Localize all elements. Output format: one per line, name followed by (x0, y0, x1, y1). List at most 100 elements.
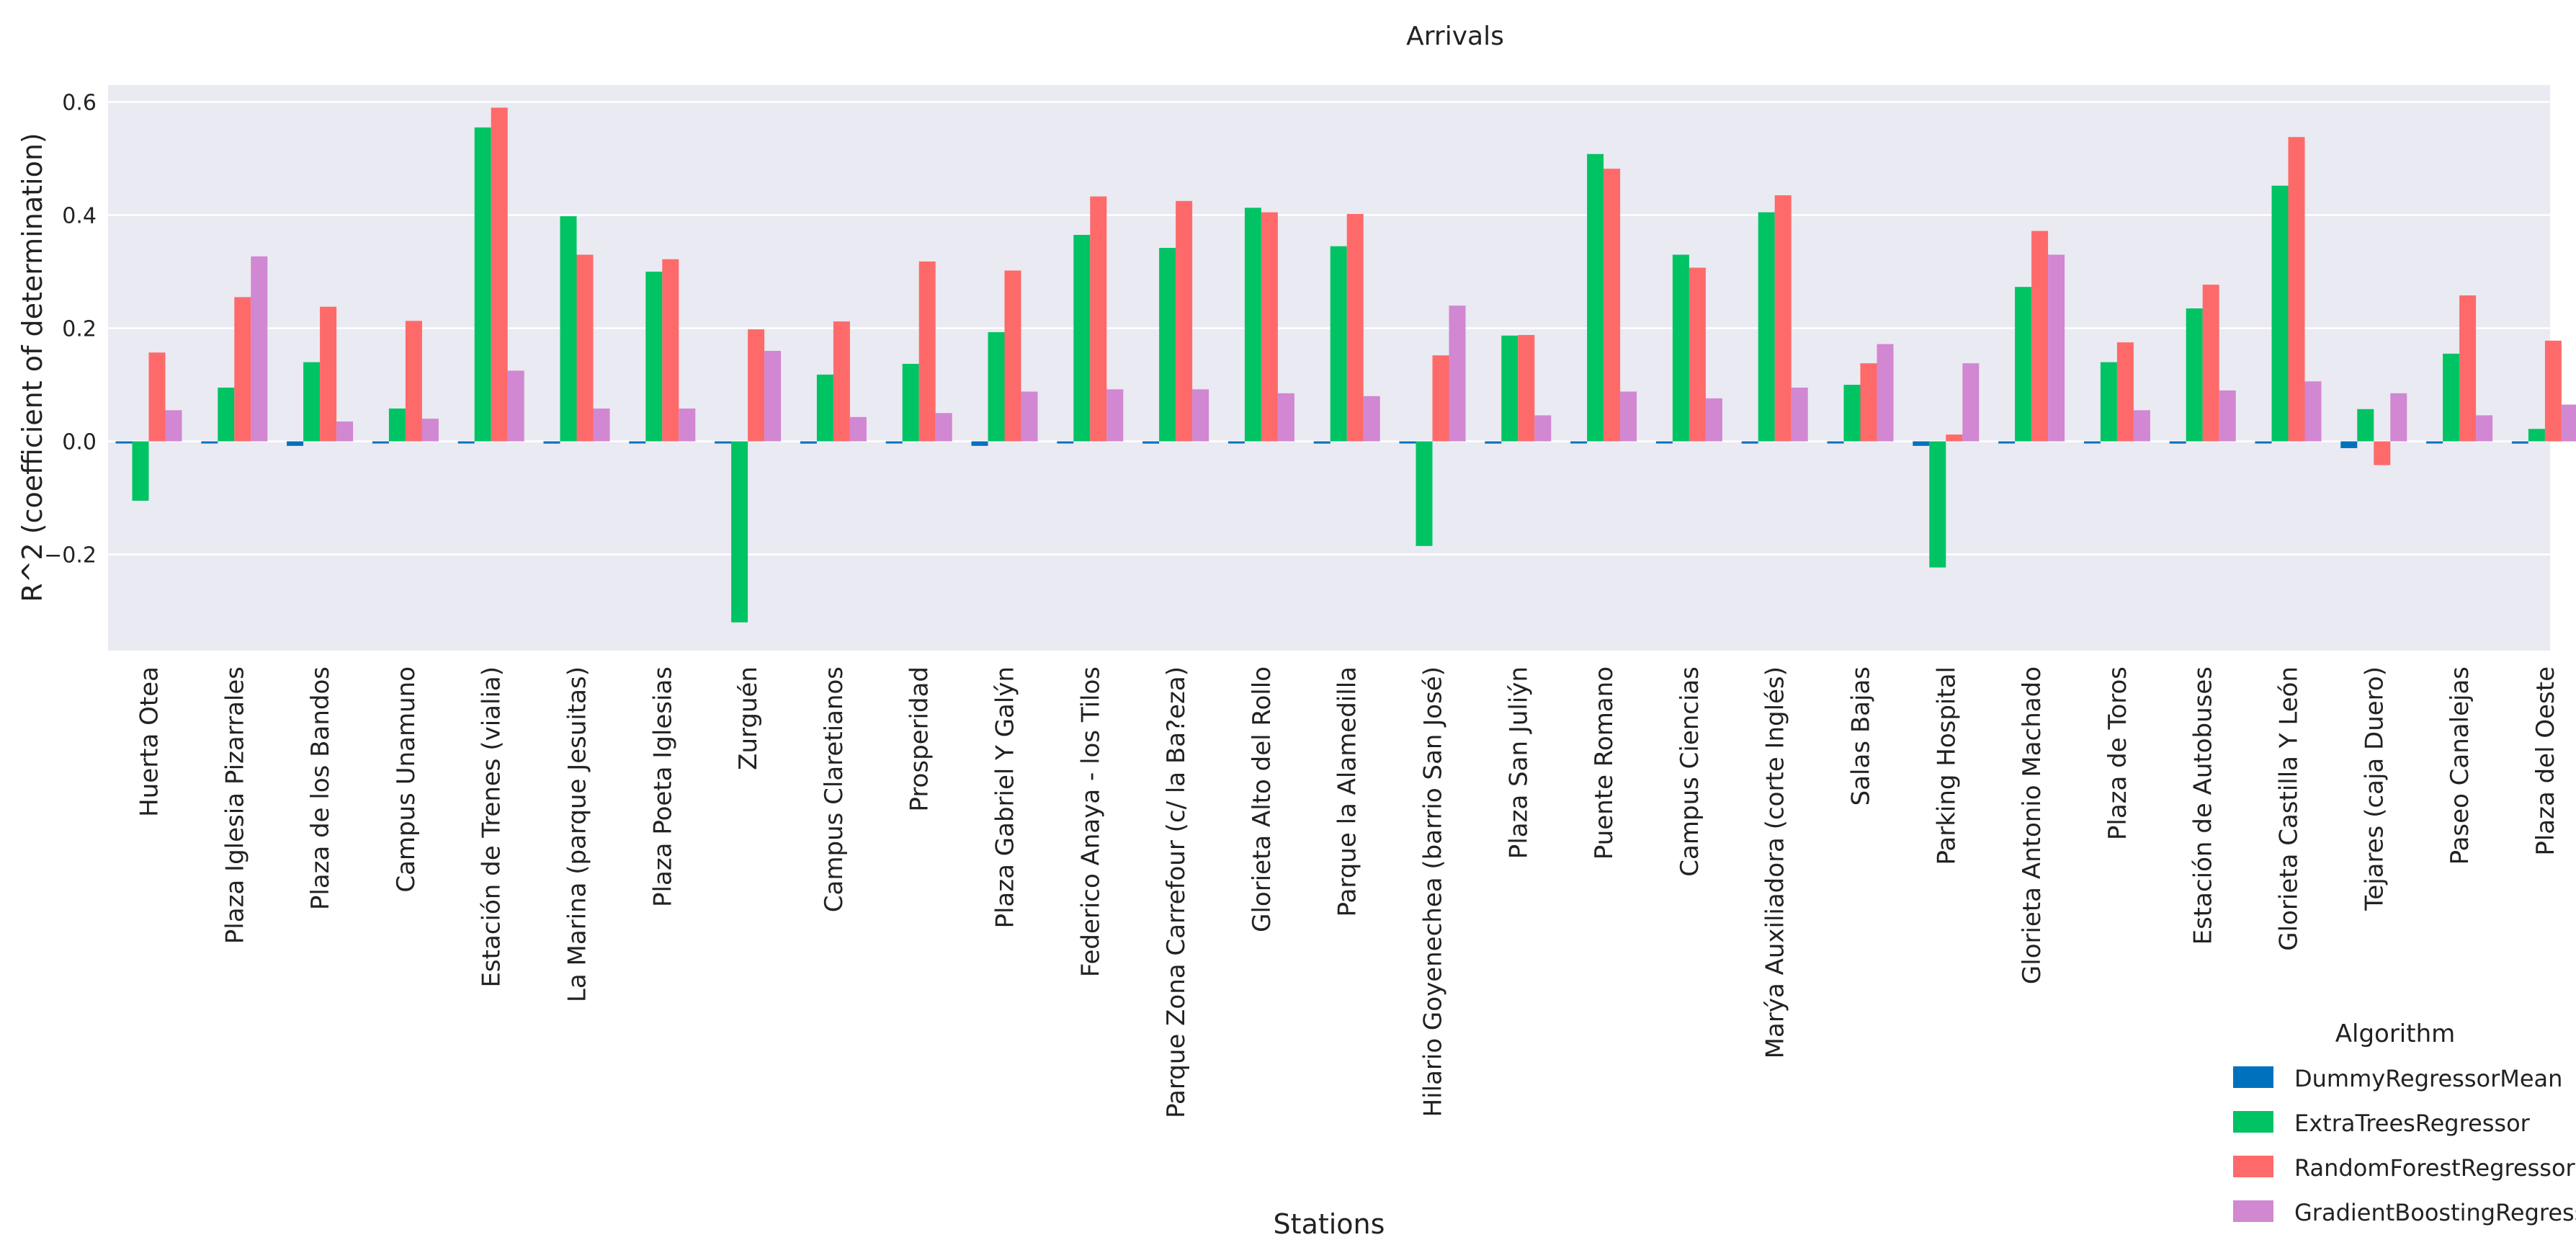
y-tick-label: 0.6 (62, 91, 97, 116)
bar-randomforestregressor-10 (918, 261, 936, 442)
x-tick-label: Plaza Gabriel Y Galýn (991, 666, 1020, 929)
bar-dummyregressormean-27 (2340, 441, 2358, 448)
bar-randomforestregressor-22 (1946, 434, 1963, 442)
legend-swatch-gradientboostingregressor (2233, 1200, 2273, 1222)
bar-gradientboostingregressor-7 (679, 409, 696, 442)
bar-dummyregressormean-4 (372, 441, 389, 444)
x-tick-label: Glorieta Alto del Rollo (1248, 666, 1276, 932)
bar-dummyregressormean-26 (2255, 441, 2272, 444)
bar-extratreesregressor-24 (2100, 362, 2117, 442)
legend-swatch-randomforestregressor (2233, 1156, 2273, 1177)
bar-gradientboostingregressor-1 (165, 410, 182, 442)
bar-dummyregressormean-18 (1570, 441, 1588, 444)
legend-title: Algorithm (2335, 1020, 2456, 1048)
x-tick-label: Plaza Iglesia Pizarrales (220, 666, 249, 944)
y-axis-ticks: −0.2 0.0 0.2 0.4 0.6 (44, 91, 97, 568)
bar-extratreesregressor-25 (2186, 308, 2203, 442)
bar-gradientboostingregressor-14 (1277, 393, 1294, 442)
bar-extratreesregressor-2 (218, 387, 235, 442)
x-tick-label: Plaza de Toros (2103, 666, 2132, 840)
legend-label-extratreesregressor: ExtraTreesRegressor (2294, 1110, 2531, 1137)
x-tick-label: Estación de Trenes (vialia) (478, 666, 506, 988)
bar-dummyregressormean-15 (1313, 441, 1331, 444)
bar-dummyregressormean-21 (1827, 441, 1844, 444)
bar-gradientboostingregressor-29 (2561, 404, 2576, 442)
x-tick-label: Parking Hospital (1932, 666, 1961, 865)
bar-extratreesregressor-29 (2528, 429, 2545, 442)
legend-label-gradientboostingregressor: GradientBoostingRegressor (2294, 1199, 2576, 1226)
x-tick-label: Campus Unamuno (392, 666, 421, 893)
bar-dummyregressormean-22 (1913, 441, 1930, 446)
bar-randomforestregressor-17 (1518, 334, 1535, 442)
x-tick-label: Plaza de los Bandos (306, 666, 335, 910)
legend-entries: DummyRegressorMean ExtraTreesRegressor Ran… (2233, 1065, 2576, 1226)
bar-dummyregressormean-3 (287, 441, 304, 446)
bar-gradientboostingregressor-16 (1449, 305, 1466, 442)
bar-extratreesregressor-3 (303, 362, 321, 442)
x-tick-label: Parque la Alamedilla (1333, 666, 1362, 916)
bar-extratreesregressor-15 (1330, 246, 1347, 442)
bar-extratreesregressor-26 (2271, 185, 2289, 442)
y-axis-label: R^2 (coefficient of determination) (17, 133, 48, 602)
bar-gradientboostingregressor-10 (935, 413, 952, 442)
bar-randomforestregressor-8 (748, 329, 765, 442)
bar-dummyregressormean-7 (629, 441, 646, 444)
bar-extratreesregressor-17 (1501, 335, 1519, 442)
bar-dummyregressormean-28 (2426, 441, 2443, 444)
bar-dummyregressormean-17 (1485, 441, 1502, 444)
bar-randomforestregressor-26 (2288, 137, 2305, 442)
bar-gradientboostingregressor-17 (1534, 415, 1552, 442)
x-tick-label: Paseo Canalejas (2446, 666, 2474, 865)
x-tick-label: Campus Ciencias (1676, 666, 1704, 877)
bar-dummyregressormean-11 (971, 441, 988, 446)
bar-dummyregressormean-10 (885, 441, 903, 444)
x-tick-label: Puente Romano (1590, 666, 1619, 860)
bar-randomforestregressor-20 (1774, 195, 1792, 442)
x-axis-category-labels: Huerta Otea Plaza Iglesia Pizarrales Plaza… (135, 666, 2560, 1118)
bar-randomforestregressor-25 (2202, 285, 2219, 442)
bar-gradientboostingregressor-12 (1106, 389, 1124, 442)
bar-extratreesregressor-13 (1159, 248, 1176, 442)
bar-gradientboostingregressor-18 (1620, 391, 1637, 442)
x-tick-label: Plaza Poeta Iglesias (648, 666, 677, 907)
chart-title: Arrivals (1406, 22, 1504, 51)
bar-randomforestregressor-14 (1261, 212, 1278, 442)
bar-randomforestregressor-7 (662, 259, 679, 442)
bar-randomforestregressor-29 (2544, 340, 2562, 442)
bar-randomforestregressor-18 (1604, 169, 1621, 442)
bars (115, 107, 2576, 623)
bar-gradientboostingregressor-27 (2390, 393, 2407, 442)
x-tick-label: Estación de Autobuses (2189, 666, 2218, 945)
bar-dummyregressormean-25 (2169, 441, 2186, 444)
bar-gradientboostingregressor-13 (1192, 389, 1209, 442)
bar-extratreesregressor-27 (2357, 409, 2374, 442)
bar-randomforestregressor-11 (1004, 270, 1021, 442)
bar-randomforestregressor-28 (2459, 295, 2477, 442)
bar-randomforestregressor-13 (1176, 200, 1193, 442)
bar-randomforestregressor-27 (2374, 441, 2391, 465)
legend-label-randomforestregressor: RandomForestRegressor (2294, 1154, 2576, 1182)
x-tick-label: Prosperidad (905, 666, 934, 812)
bar-dummyregressormean-29 (2511, 441, 2528, 444)
bar-extratreesregressor-20 (1758, 212, 1775, 442)
legend-swatch-extratreesregressor (2233, 1111, 2273, 1133)
bar-randomforestregressor-3 (320, 306, 337, 442)
bar-dummyregressormean-16 (1399, 441, 1416, 444)
bar-gradientboostingregressor-22 (1962, 363, 1980, 442)
bar-extratreesregressor-22 (1929, 441, 1946, 568)
bar-extratreesregressor-16 (1416, 441, 1433, 546)
bar-gradientboostingregressor-15 (1363, 396, 1380, 442)
legend-label-dummyregressormean: DummyRegressorMean (2294, 1065, 2562, 1092)
bar-gradientboostingregressor-3 (336, 421, 354, 442)
bar-gradientboostingregressor-23 (2048, 254, 2065, 442)
x-tick-label: Federico Anaya - los Tilos (1076, 666, 1105, 977)
bar-dummyregressormean-9 (800, 441, 817, 444)
x-tick-label: Glorieta Castilla Y León (2275, 666, 2304, 951)
bar-extratreesregressor-14 (1244, 208, 1261, 442)
bar-randomforestregressor-16 (1432, 355, 1449, 442)
bar-extratreesregressor-5 (474, 127, 491, 442)
legend-swatch-dummyregressormean (2233, 1066, 2273, 1088)
bar-extratreesregressor-11 (988, 332, 1005, 442)
x-tick-label: Marýa Auxiliadora (corte Inglés) (1761, 666, 1790, 1058)
